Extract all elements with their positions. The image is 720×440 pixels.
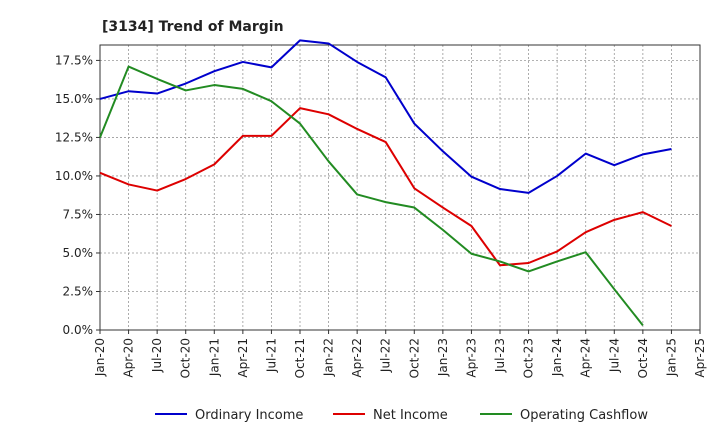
- x-tick-label: Jan-24: [550, 338, 564, 377]
- legend: Ordinary Income Net Income Operating Cashf…: [155, 408, 648, 423]
- x-tick-label: Jan-20: [93, 338, 107, 377]
- x-tick-label: Oct-20: [179, 338, 193, 378]
- x-tick-label: Jan-25: [664, 338, 678, 377]
- x-tick-label: Jan-21: [207, 338, 221, 377]
- x-tick-label: Apr-21: [236, 338, 250, 378]
- x-tick-label: Apr-25: [693, 338, 707, 378]
- x-tick-label: Jan-23: [436, 338, 450, 377]
- y-tick-label: 2.5%: [63, 284, 94, 298]
- series-lines: [99, 39, 672, 326]
- x-tick-label: Apr-24: [579, 338, 593, 378]
- y-tick-label: 0.0%: [63, 323, 94, 337]
- y-tick-label: 15.0%: [55, 92, 93, 106]
- x-tick-label: Oct-23: [522, 338, 536, 378]
- grid-lines: [100, 45, 700, 330]
- legend-label-operating-cashflow: Operating Cashflow: [520, 408, 648, 423]
- x-tick-label: Apr-23: [464, 338, 478, 378]
- x-tick-label: Oct-22: [407, 338, 421, 378]
- x-tick-label: Apr-20: [122, 338, 136, 378]
- plot-frame: [99, 44, 701, 331]
- axes: [99, 44, 701, 331]
- x-axis-ticks: Jan-20 Apr-20 Jul-20 Oct-20 Jan-21 Apr-21 Jul-…: [93, 330, 707, 378]
- chart-title: [3134] Trend of Margin: [102, 19, 284, 35]
- y-tick-label: 10.0%: [55, 169, 93, 183]
- y-tick-label: 12.5%: [55, 130, 93, 144]
- x-tick-label: Jul-21: [264, 338, 278, 373]
- x-tick-label: Oct-24: [636, 338, 650, 378]
- x-tick-label: Jan-22: [322, 338, 336, 377]
- x-tick-label: Jul-20: [150, 338, 164, 373]
- x-tick-label: Jul-22: [379, 338, 393, 373]
- x-tick-label: Apr-22: [350, 338, 364, 378]
- y-tick-label: 17.5%: [55, 53, 93, 67]
- x-tick-label: Jul-24: [607, 338, 621, 373]
- y-axis-ticks: 0.0% 2.5% 5.0% 7.5% 10.0% 12.5% 15.0% 17.5%: [55, 53, 100, 337]
- legend-label-net-income: Net Income: [373, 408, 448, 423]
- series-line-ordinary-income: [99, 39, 672, 194]
- y-tick-label: 5.0%: [63, 246, 94, 260]
- series-line-net-income: [99, 107, 672, 267]
- series-line-operating-cashflow: [99, 65, 644, 326]
- x-tick-label: Oct-21: [293, 338, 307, 378]
- x-tick-label: Jul-23: [493, 338, 507, 373]
- y-tick-label: 7.5%: [63, 207, 94, 221]
- legend-label-ordinary-income: Ordinary Income: [195, 408, 303, 423]
